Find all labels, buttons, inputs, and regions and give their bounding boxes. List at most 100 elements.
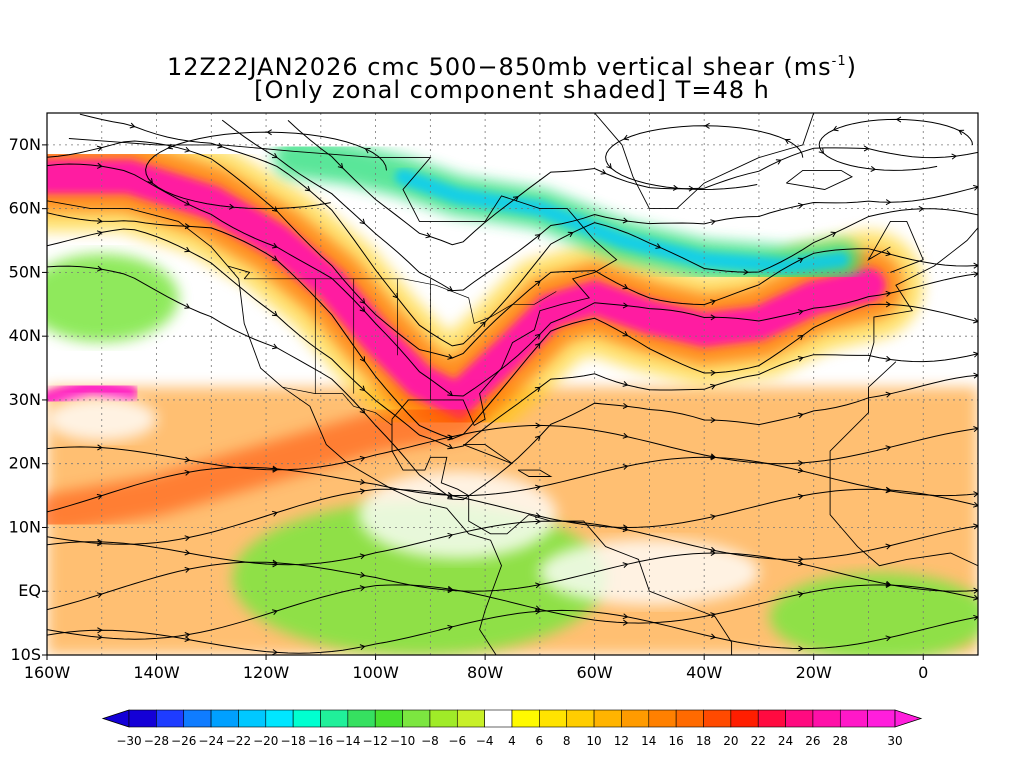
- streamline-arrow: [184, 456, 191, 463]
- streamline-arrow: [534, 280, 541, 286]
- lat-label: 70N: [9, 135, 41, 154]
- streamline-arrow: [359, 408, 366, 414]
- colorbar-label: −22: [226, 734, 251, 748]
- streamline-arrow: [973, 614, 978, 621]
- colorbar-swatch: [156, 709, 185, 728]
- streamline-arrow: [228, 203, 235, 210]
- lon-label: 60W: [577, 663, 613, 682]
- streamline-arrow: [973, 317, 978, 324]
- streamline-arrow: [622, 330, 629, 337]
- streamline: [47, 584, 978, 640]
- colorbar-label: −8: [421, 734, 439, 748]
- streamline-arrow: [958, 129, 965, 136]
- streamline: [79, 113, 978, 347]
- colorbar-swatch: [265, 709, 294, 728]
- streamline-arrow: [622, 619, 629, 626]
- colorbar-swatch: [347, 709, 376, 728]
- colorbar-swatch: [128, 709, 157, 728]
- streamline-arrow: [832, 125, 839, 132]
- streamline-arrow: [97, 627, 103, 634]
- streamline-arrow: [622, 403, 629, 409]
- lat-label: EQ: [18, 581, 41, 600]
- colorbar-label: 16: [669, 734, 684, 748]
- streamline: [47, 265, 978, 501]
- streamline-arrow: [359, 585, 366, 592]
- colorbar-swatch: [648, 709, 677, 728]
- colorbar-label: 12: [614, 734, 629, 748]
- streamline-arrow: [710, 546, 717, 553]
- lon-label: 100W: [352, 663, 399, 682]
- streamline-arrow: [425, 232, 432, 239]
- streamline-arrow: [622, 217, 629, 224]
- map-frame: [46, 112, 979, 656]
- streamline-arrow: [535, 582, 541, 589]
- streamline-arrow: [359, 479, 366, 485]
- streamline-arrow: [973, 262, 978, 269]
- pacific-pink-fill: [47, 377, 139, 409]
- streamline-arrow: [710, 633, 717, 640]
- streamline-arrow: [534, 435, 541, 442]
- streamline-arrow: [184, 146, 191, 153]
- streamline-arrow: [535, 422, 541, 429]
- colorbar-swatch: [539, 709, 568, 728]
- streamline-arrow: [447, 492, 454, 499]
- streamline-arrow: [895, 116, 902, 123]
- colorbar-swatch: [292, 709, 321, 728]
- coastline: [517, 469, 553, 477]
- streamline-arrow: [96, 265, 103, 272]
- colorbar-swatch: [839, 709, 868, 728]
- streamline: [221, 119, 978, 292]
- streamline-arrow: [797, 309, 804, 316]
- streamline-arrow: [973, 501, 978, 508]
- streamline-arrow: [184, 636, 191, 642]
- streamline: [47, 140, 978, 359]
- streamline-arrow: [567, 231, 574, 238]
- streamline-arrow: [710, 612, 717, 619]
- streamline: [47, 163, 978, 397]
- streamline-arrow: [271, 255, 278, 261]
- lat-label: 10N: [9, 517, 41, 536]
- coastline: [47, 200, 502, 655]
- streamline-arrow: [184, 303, 191, 309]
- streamline-arrow: [622, 432, 629, 439]
- streamline-arrow: [447, 585, 454, 592]
- colorbar-label: −16: [308, 734, 333, 748]
- streamline-arrow: [535, 518, 541, 525]
- low-shear-gap: [539, 539, 760, 606]
- streamline-arrow: [784, 138, 791, 145]
- streamline-arrow: [973, 351, 978, 358]
- colorbar-label: −14: [335, 734, 360, 748]
- colorbar-swatch: [429, 709, 458, 728]
- streamline-arrow: [797, 334, 804, 341]
- streamline-arrow: [797, 591, 804, 598]
- colorbar-label: 22: [751, 734, 766, 748]
- jet-core-fill: [47, 159, 886, 421]
- colorbar-label: −24: [198, 734, 223, 748]
- streamline-arrow: [480, 321, 486, 328]
- streamline-arrow: [710, 299, 717, 306]
- colorbar: −30 −28 −26 −24 −22 −20 −18 −16 −14 −12 −10 −8 −6 −4 4…: [101, 709, 923, 748]
- colorbar-label: 26: [805, 734, 820, 748]
- lon-label: 120W: [243, 663, 290, 682]
- streamline-arrow: [973, 184, 978, 191]
- colorbar-swatch: [484, 709, 513, 728]
- streamline-arrow: [535, 484, 541, 491]
- streamline-arrow: [359, 218, 366, 225]
- streamline-arrow: [304, 185, 311, 192]
- streamline: [47, 228, 978, 449]
- colorbar-swatch: [511, 709, 540, 728]
- streamline-arrow: [266, 129, 272, 136]
- map-plot-area: [47, 113, 978, 655]
- streamline-arrow: [184, 200, 191, 206]
- streamline-arrow: [447, 443, 454, 450]
- streamline-arrow: [272, 466, 278, 473]
- streamline-arrow: [973, 523, 978, 530]
- streamline-arrow: [359, 385, 366, 392]
- lat-label: 30N: [9, 390, 41, 409]
- colorbar-label: 24: [778, 734, 793, 748]
- streamline-arrow: [951, 153, 958, 160]
- lon-label: 0: [918, 663, 928, 682]
- streamline-arrow: [870, 166, 877, 172]
- streamline-arrow: [184, 246, 191, 253]
- streamline-arrow: [184, 469, 191, 476]
